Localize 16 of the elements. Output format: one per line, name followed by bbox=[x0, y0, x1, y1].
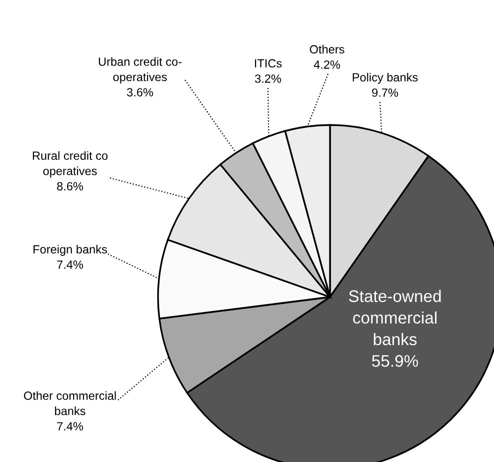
data-label: 7.4% bbox=[57, 260, 84, 269]
data-label: 8.6% bbox=[57, 182, 84, 190]
slice-label: Other commercial banks bbox=[24, 391, 116, 416]
data-label: 3.2% bbox=[254, 74, 282, 83]
slice-label: Urban credit co- operatives bbox=[98, 57, 182, 84]
data-label: 4.2% bbox=[314, 60, 340, 69]
data-label: 9.7% bbox=[372, 88, 398, 97]
slice-label: Rural credit co operatives bbox=[32, 151, 108, 178]
data-label: 3.6% bbox=[126, 88, 154, 96]
slice-label: Foreign banks bbox=[34, 244, 107, 256]
data-label: 7.4% bbox=[57, 422, 84, 430]
data-label: 55.9% bbox=[372, 355, 418, 367]
slice-label: Policy banks bbox=[352, 72, 418, 84]
slice-label: State-owned commercial banks bbox=[348, 290, 441, 346]
slice-label: ITICs bbox=[254, 59, 282, 68]
slice-label: Others bbox=[310, 44, 344, 54]
